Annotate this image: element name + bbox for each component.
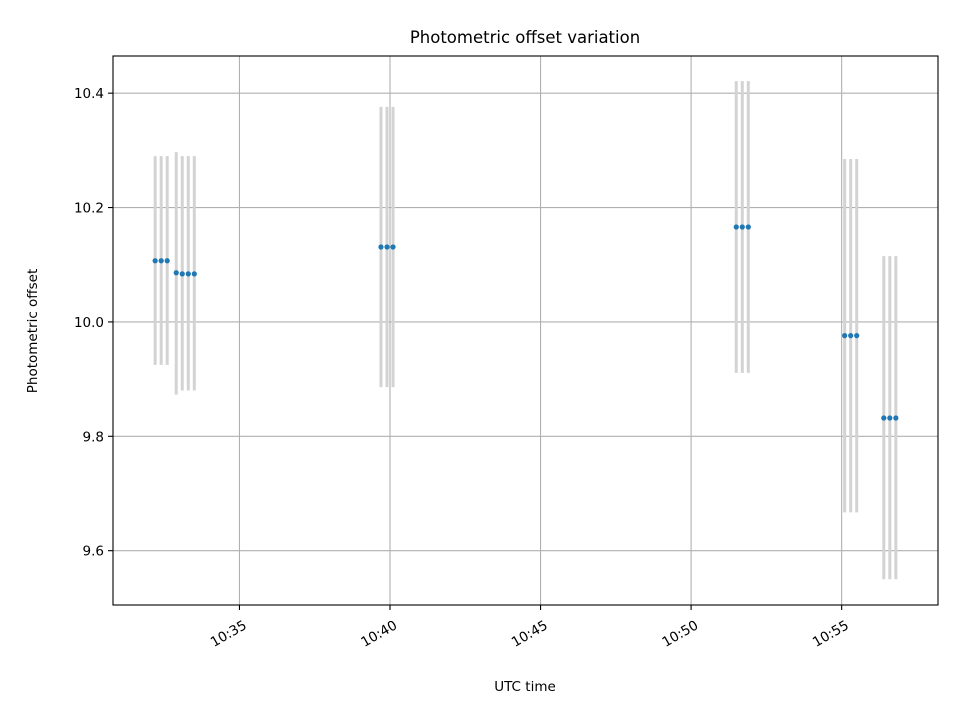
data-point xyxy=(191,271,197,277)
data-point xyxy=(854,333,860,339)
data-point xyxy=(745,224,751,230)
data-point xyxy=(158,258,164,264)
data-point xyxy=(887,415,893,421)
data-point xyxy=(733,224,739,230)
y-tick-label: 10.0 xyxy=(74,315,104,331)
chart-title: Photometric offset variation xyxy=(410,28,640,47)
data-point xyxy=(881,415,887,421)
y-tick-label: 9.6 xyxy=(83,544,104,560)
grid xyxy=(113,56,938,605)
x-axis-label: UTC time xyxy=(494,679,556,695)
data-point xyxy=(390,244,396,250)
data-point xyxy=(842,333,848,339)
data-point xyxy=(173,270,179,276)
data-point xyxy=(152,258,158,264)
y-tick-label: 10.2 xyxy=(74,201,104,217)
data-points xyxy=(152,224,899,421)
data-point xyxy=(179,271,185,277)
plot-frame xyxy=(112,55,939,606)
data-point xyxy=(739,224,745,230)
y-tick-label: 10.4 xyxy=(74,86,104,102)
data-point xyxy=(384,244,390,250)
data-point xyxy=(185,271,191,277)
y-tick-label: 9.8 xyxy=(83,429,104,445)
data-point xyxy=(893,415,899,421)
data-point xyxy=(848,333,854,339)
y-axis-label: Photometric offset xyxy=(25,269,41,393)
data-point xyxy=(378,244,384,250)
data-point xyxy=(164,258,170,264)
